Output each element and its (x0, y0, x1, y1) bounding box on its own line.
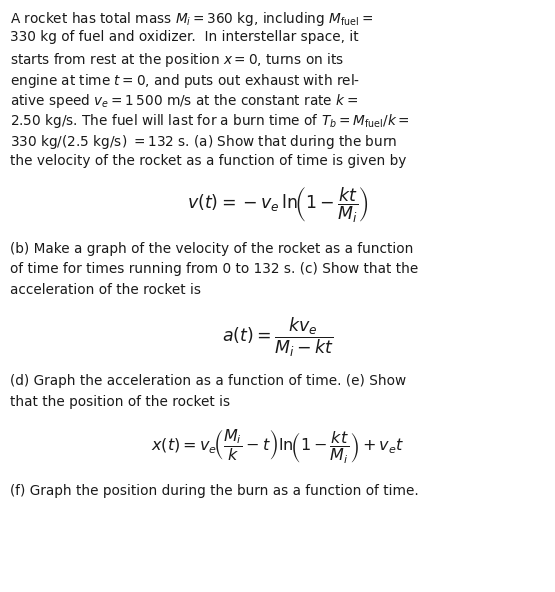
Text: $a(t) = \dfrac{kv_e}{M_i - kt}$: $a(t) = \dfrac{kv_e}{M_i - kt}$ (221, 316, 334, 359)
Text: the velocity of the rocket as a function of time is given by: the velocity of the rocket as a function… (10, 153, 406, 168)
Text: starts from rest at the position $x = 0$, turns on its: starts from rest at the position $x = 0$… (10, 51, 344, 69)
Text: A rocket has total mass $M_i = 360$ kg, including $M_\mathrm{fuel} =$: A rocket has total mass $M_i = 360$ kg, … (10, 10, 374, 28)
Text: (d) Graph the acceleration as a function of time. (e) Show: (d) Graph the acceleration as a function… (10, 375, 406, 388)
Text: engine at time $t = 0$, and puts out exhaust with rel-: engine at time $t = 0$, and puts out exh… (10, 72, 360, 89)
Text: (f) Graph the position during the burn as a function of time.: (f) Graph the position during the burn a… (10, 484, 419, 497)
Text: of time for times running from 0 to 132 s. (c) Show that the: of time for times running from 0 to 132 … (10, 262, 418, 276)
Text: $v(t) = -v_e\,\mathrm{ln}\!\left(1 - \dfrac{kt}{M_i}\right)$: $v(t) = -v_e\,\mathrm{ln}\!\left(1 - \df… (186, 186, 369, 226)
Text: that the position of the rocket is: that the position of the rocket is (10, 395, 230, 409)
Text: $x(t) = v_e\!\left(\dfrac{M_i}{k} - t\right)\mathrm{ln}\!\left(1 - \dfrac{kt}{M_: $x(t) = v_e\!\left(\dfrac{M_i}{k} - t\ri… (151, 427, 404, 466)
Text: ative speed $v_e = 1\,500$ m/s at the constant rate $k =$: ative speed $v_e = 1\,500$ m/s at the co… (10, 92, 358, 110)
Text: 330 kg of fuel and oxidizer.  In interstellar space, it: 330 kg of fuel and oxidizer. In interste… (10, 31, 359, 44)
Text: 2.50 kg/s. The fuel will last for a burn time of $T_b = M_\mathrm{fuel}/k =$: 2.50 kg/s. The fuel will last for a burn… (10, 112, 410, 130)
Text: 330 kg/(2.5 kg/s) $= 132$ s. (a) Show that during the burn: 330 kg/(2.5 kg/s) $= 132$ s. (a) Show th… (10, 133, 397, 151)
Text: (b) Make a graph of the velocity of the rocket as a function: (b) Make a graph of the velocity of the … (10, 242, 413, 256)
Text: acceleration of the rocket is: acceleration of the rocket is (10, 283, 201, 297)
